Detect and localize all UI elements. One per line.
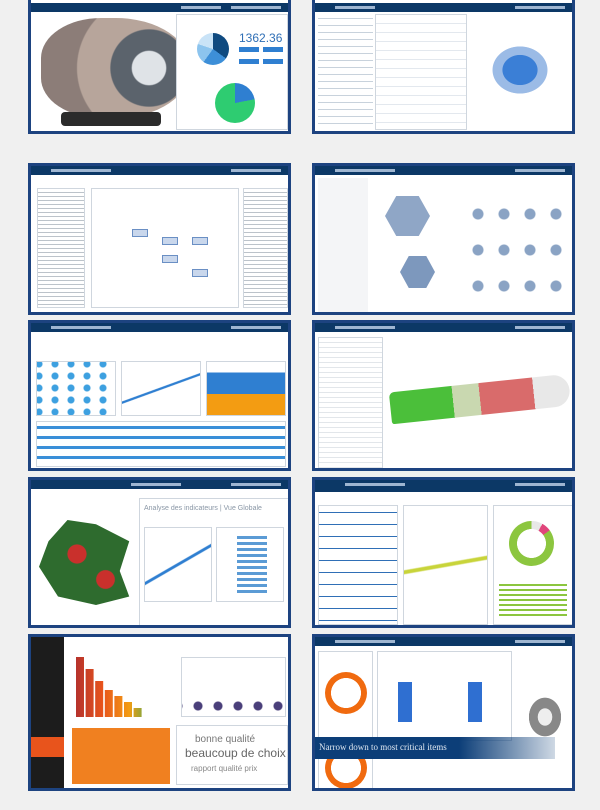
donut-panel <box>318 651 373 788</box>
word: bonne qualité <box>195 734 256 745</box>
bar <box>468 682 482 722</box>
thumbnail-france-map-analytics[interactable]: Analyse des indicateurs | Vue Globale <box>28 477 291 628</box>
dark-sidebar <box>31 637 64 788</box>
kpi-value: 1362.36 <box>239 31 283 45</box>
top-bar <box>315 166 572 175</box>
filter-panel <box>318 178 368 312</box>
engine-model <box>41 18 191 118</box>
trend-line-chart <box>403 505 488 625</box>
thumbnail-social-analytics[interactable] <box>312 477 575 628</box>
sidebar-active-item[interactable] <box>31 737 64 757</box>
kpi-button[interactable] <box>239 59 259 64</box>
tree-panel <box>318 14 373 130</box>
thumbnail-document-diagram[interactable] <box>28 163 291 315</box>
line-chart <box>121 361 201 416</box>
france-map <box>39 520 130 605</box>
horizontal-bars <box>36 421 286 467</box>
bar-chart <box>377 651 512 741</box>
kpi-button[interactable] <box>263 47 283 52</box>
progress-list <box>499 581 567 616</box>
diagram-node <box>162 255 178 263</box>
indicators-title: Analyse des indicateurs | Vue Globale <box>144 505 262 512</box>
thumbnail-structure-editor[interactable] <box>312 0 575 134</box>
top-bar <box>31 323 288 332</box>
document-text-right <box>243 188 288 308</box>
diagram-node <box>192 269 208 277</box>
thumbnail-aircraft-viewer[interactable] <box>312 320 575 471</box>
top-bar <box>31 3 288 12</box>
word: rapport qualité prix <box>191 764 258 773</box>
top-bar <box>315 480 572 492</box>
treemap <box>71 727 171 785</box>
donut-panel <box>493 505 572 625</box>
thumbnail-quality-dashboard[interactable]: Narrow down to most critical items <box>312 634 575 791</box>
top-bar <box>31 480 288 489</box>
dot-plot <box>181 657 286 717</box>
indicators-panel: Analyse des indicateurs | Vue Globale <box>139 498 288 625</box>
thumbnail-analytics-dashboard[interactable] <box>28 320 291 471</box>
thumbnail-engine-dashboard[interactable]: 1362.36 <box>28 0 291 134</box>
hex-nut <box>400 256 435 288</box>
banner-text: Narrow down to most critical items <box>319 742 447 752</box>
hex-nut-large <box>385 196 430 236</box>
green-pie-chart <box>215 83 255 123</box>
word: beaucoup de choix <box>185 746 286 760</box>
bar-chart <box>76 657 142 717</box>
bubble-chart <box>36 361 116 416</box>
donut-chart <box>509 521 554 566</box>
line-chart <box>144 527 212 602</box>
3d-structure <box>485 40 555 100</box>
top-bar <box>31 166 288 175</box>
word-cloud: bonne qualité beaucoup de choix rapport … <box>176 725 288 785</box>
diagram-panel <box>91 188 239 308</box>
engine-base <box>61 112 161 126</box>
kpi-button[interactable] <box>239 47 259 52</box>
diagram-node <box>192 237 208 245</box>
aircraft-model <box>388 373 572 425</box>
stacked-bar-chart <box>206 361 286 416</box>
kpi-button[interactable] <box>263 59 283 64</box>
top-bar <box>315 637 572 646</box>
thumbnail-parts-catalog[interactable] <box>312 163 575 315</box>
bar <box>398 682 412 722</box>
feed-list <box>318 505 398 625</box>
bar-chart <box>216 527 284 602</box>
diagram-node <box>132 229 148 237</box>
orange-donut <box>325 672 367 714</box>
thumbnail-retail-analytics[interactable]: bonne qualité beaucoup de choix rapport … <box>28 634 291 791</box>
dashboard-panel: 1362.36 <box>176 14 288 130</box>
form-panel <box>375 14 467 130</box>
parts-grid <box>465 196 570 306</box>
top-bar <box>315 323 572 332</box>
banner: Narrow down to most critical items <box>315 737 555 759</box>
parts-table <box>318 337 383 468</box>
diagram-node <box>162 237 178 245</box>
document-text <box>37 188 85 308</box>
pie-chart <box>197 33 229 65</box>
top-bar <box>315 3 572 12</box>
